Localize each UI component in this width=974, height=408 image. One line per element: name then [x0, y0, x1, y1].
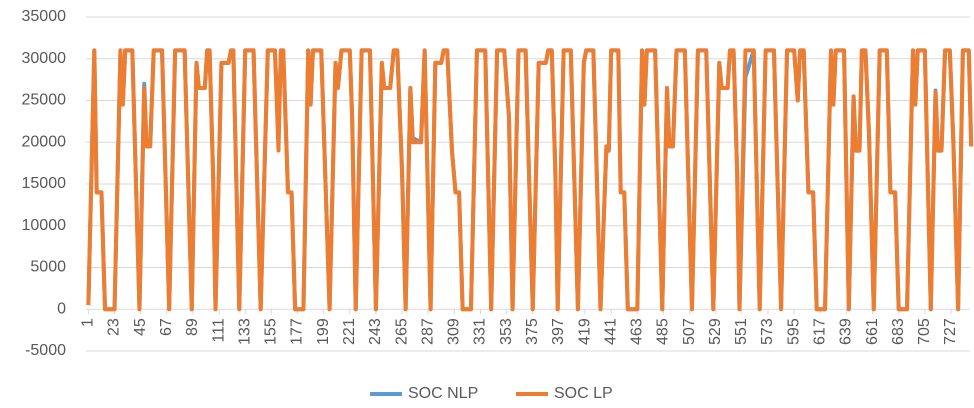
x-tick-label: 551 [733, 318, 750, 345]
x-tick-label: 441 [602, 318, 619, 345]
x-tick-label: 485 [655, 318, 672, 345]
x-tick-label: 397 [550, 318, 567, 345]
x-tick-label: 67 [158, 318, 175, 336]
x-tick-label: 199 [315, 318, 332, 345]
x-tick-label: 89 [184, 318, 201, 336]
y-tick-label: 20000 [22, 133, 67, 150]
x-tick-label: 573 [759, 318, 776, 345]
x-tick-label: 23 [106, 318, 123, 336]
x-tick-label: 111 [210, 318, 227, 342]
x-tick-label: 353 [498, 318, 515, 345]
x-tick-label: 375 [524, 318, 541, 345]
x-tick-label: 661 [864, 318, 881, 345]
x-tick-label: 595 [785, 318, 802, 345]
x-tick-label: 529 [707, 318, 724, 345]
x-tick-label: 155 [263, 318, 280, 345]
y-tick-label: 0 [57, 300, 66, 317]
legend-label: SOC LP [554, 385, 613, 402]
x-tick-label: 463 [629, 318, 646, 345]
y-tick-label: 35000 [22, 8, 67, 25]
x-tick-label: 287 [419, 318, 436, 345]
x-tick-label: 133 [236, 318, 253, 345]
y-tick-label: 30000 [22, 50, 67, 67]
x-tick-label: 265 [393, 318, 410, 345]
x-tick-label: 705 [916, 318, 933, 345]
x-tick-label: 177 [289, 318, 306, 345]
y-tick-label: 5000 [30, 259, 66, 276]
y-tick-label: 10000 [22, 217, 67, 234]
x-tick-label: 221 [341, 318, 358, 345]
x-tick-label: 617 [812, 318, 829, 345]
x-tick-label: 1 [80, 318, 97, 327]
x-tick-label: 507 [681, 318, 698, 345]
y-tick-label: 15000 [22, 175, 67, 192]
x-tick-label: 331 [472, 318, 489, 345]
y-tick-label: -5000 [25, 342, 66, 359]
series-line [86, 48, 974, 312]
y-tick-label: 25000 [22, 92, 67, 109]
x-tick-label: 727 [942, 318, 959, 345]
x-tick-label: 683 [890, 318, 907, 345]
legend-label: SOC NLP [408, 385, 478, 402]
x-tick-label: 243 [367, 318, 384, 345]
x-tick-label: 309 [446, 318, 463, 345]
x-tick-label: 419 [576, 318, 593, 345]
x-tick-label: 45 [132, 318, 149, 336]
x-tick-label: 639 [838, 318, 855, 345]
